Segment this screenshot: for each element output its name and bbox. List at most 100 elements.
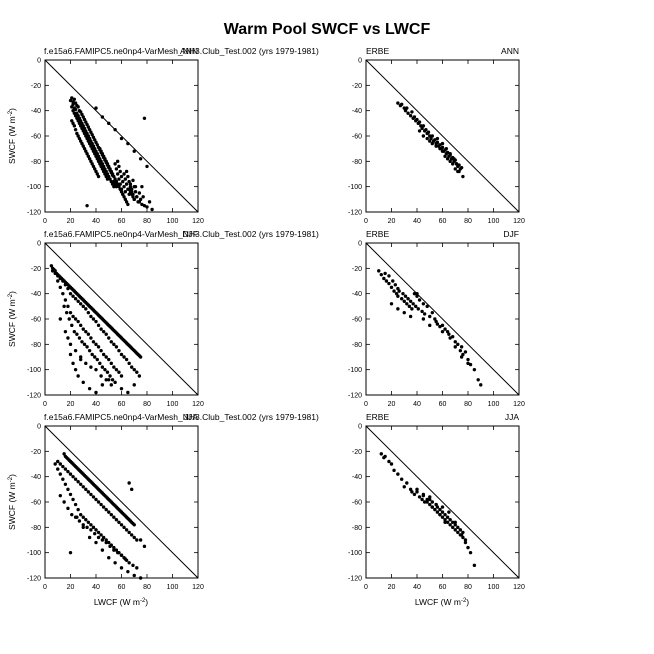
scatter-point	[425, 500, 429, 504]
scatter-point	[415, 490, 419, 494]
scatter-point	[387, 459, 391, 464]
scatter-point	[72, 111, 77, 115]
reference-line	[365, 59, 520, 213]
scatter-point	[93, 167, 97, 171]
scatter-point	[107, 540, 111, 545]
scatter-point	[132, 535, 136, 540]
panel-left-label: ERBE	[366, 412, 389, 422]
scatter-point	[76, 507, 80, 512]
scatter-point	[140, 184, 144, 189]
scatter-point	[79, 119, 83, 123]
scatter-point	[410, 490, 414, 494]
scatter-point	[73, 297, 78, 301]
scatter-point	[421, 302, 426, 306]
scatter-point	[448, 159, 452, 164]
scatter-point	[124, 357, 129, 362]
scatter-point	[133, 184, 138, 189]
y-tick-label: -60	[31, 500, 41, 507]
scatter-point	[86, 125, 91, 129]
scatter-point	[429, 136, 433, 141]
scatter-point	[138, 576, 143, 580]
scatter-point	[420, 309, 424, 314]
x-tick-label: 0	[364, 401, 368, 408]
scatter-point	[76, 114, 80, 118]
scatter-point	[66, 469, 70, 474]
scatter-point	[434, 319, 438, 324]
scatter-point	[81, 129, 85, 133]
scatter-point	[68, 352, 73, 357]
y-tick-label: -80	[31, 342, 41, 349]
scatter-point	[81, 327, 85, 331]
scatter-point	[105, 172, 110, 176]
scatter-point	[91, 135, 96, 139]
scatter-point	[99, 533, 103, 537]
x-axis-title-close: )	[466, 597, 469, 607]
scatter-point	[456, 530, 460, 535]
scatter-point	[77, 336, 82, 340]
scatter-point	[84, 487, 88, 492]
scatter-point	[109, 169, 114, 174]
reference-line	[365, 242, 520, 396]
scatter-points	[53, 452, 147, 580]
scatter-point	[98, 146, 102, 151]
scatter-point	[393, 283, 398, 287]
scatter-point	[121, 179, 125, 184]
scatter-point	[68, 310, 73, 315]
scatter-point	[63, 298, 68, 302]
x-axis-title-exp: -2	[461, 598, 467, 604]
scatter-point	[91, 149, 96, 153]
scatter-point	[91, 164, 96, 169]
scatter-point	[459, 165, 464, 170]
scatter-point	[70, 105, 74, 109]
scatter-point	[89, 130, 93, 134]
scatter-point	[454, 162, 459, 166]
x-tick-label: 100	[488, 218, 500, 225]
scatter-point	[456, 525, 460, 530]
scatter-point	[90, 133, 94, 137]
x-tick-label: 0	[364, 584, 368, 591]
y-tick-label: -20	[352, 449, 362, 456]
scatter-point	[105, 370, 110, 374]
scatter-point	[70, 512, 74, 517]
scatter-point	[397, 289, 401, 293]
scatter-point	[104, 540, 108, 545]
scatter-point	[112, 184, 116, 189]
scatter-point	[389, 462, 394, 466]
x-axis-title-text: LWCF (W m	[94, 597, 140, 607]
x-tick-label: 40	[413, 401, 421, 408]
scatter-point	[459, 345, 464, 349]
scatter-point	[401, 291, 405, 296]
scatter-point	[416, 307, 420, 311]
scatter-point	[130, 187, 134, 191]
scatter-point	[472, 563, 477, 568]
scatter-point	[122, 525, 126, 530]
scatter-point	[71, 497, 75, 502]
scatter-point	[150, 207, 154, 212]
x-tick-label: 20	[67, 584, 75, 591]
scatter-point	[81, 115, 85, 119]
y-axis-title-exp: -2	[8, 476, 14, 482]
scatter-point	[459, 355, 464, 359]
scatter-point	[142, 544, 147, 549]
y-tick-label: -20	[352, 83, 362, 90]
scatter-point	[62, 500, 66, 504]
scatter-point	[115, 550, 120, 555]
scatter-point	[402, 310, 406, 315]
scatter-point	[440, 505, 445, 509]
y-tick-label: -100	[27, 550, 41, 557]
scatter-point	[124, 200, 129, 204]
y-axis-title: SWCF (W m-2)	[7, 474, 17, 530]
one-to-one-line	[44, 242, 199, 396]
scatter-point	[70, 323, 74, 328]
scatter-point	[383, 271, 387, 276]
scatter-point	[412, 291, 417, 296]
scatter-point	[87, 157, 92, 161]
scatter-point	[105, 162, 110, 166]
scatter-point	[79, 482, 83, 486]
y-tick-label: -100	[27, 367, 41, 374]
scatter-point	[53, 271, 57, 276]
y-axis: 0 -20 -40 -60 -80 -100 -120	[27, 58, 198, 217]
scatter-point	[73, 107, 78, 112]
scatter-point	[84, 329, 88, 334]
scatter-point	[130, 487, 134, 492]
